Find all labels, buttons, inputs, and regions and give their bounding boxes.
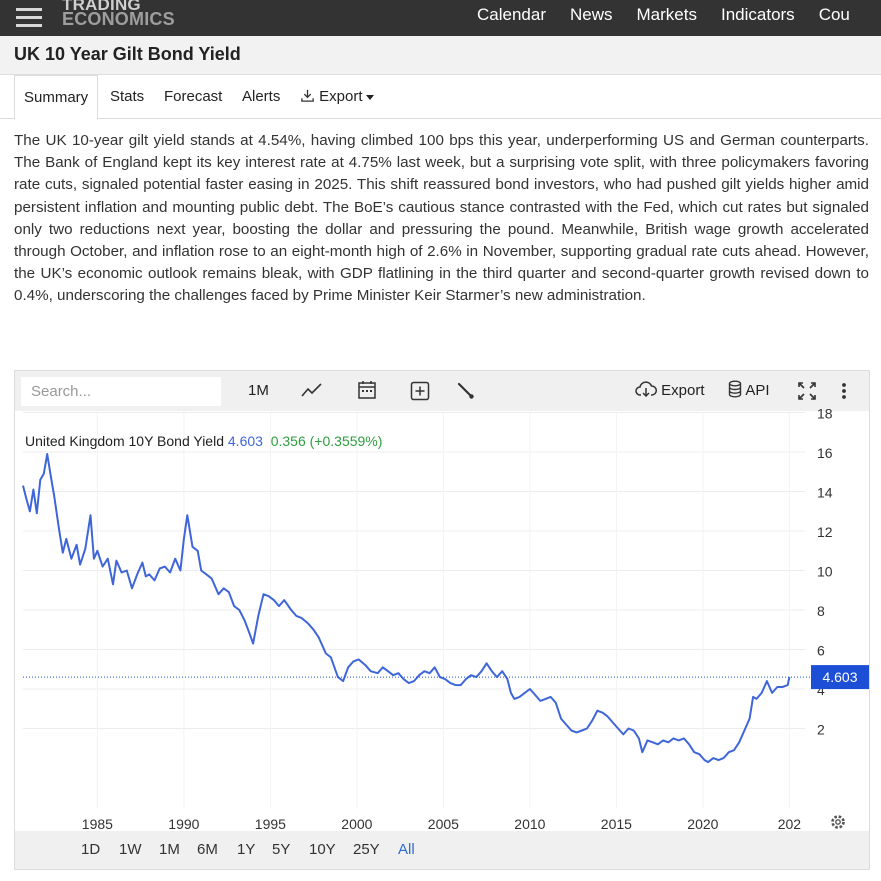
range-1m[interactable]: 1M	[159, 841, 180, 858]
range-1w[interactable]: 1W	[119, 841, 142, 858]
range-1d[interactable]: 1D	[81, 841, 101, 858]
search-input[interactable]	[21, 377, 221, 406]
range-6m[interactable]: 6M	[197, 841, 218, 858]
chevron-down-icon	[365, 94, 374, 100]
export-button-label: Export	[661, 382, 705, 399]
range-1y[interactable]: 1Y	[237, 841, 256, 858]
export-button[interactable]: Export	[635, 379, 705, 403]
range-10y[interactable]: 10Y	[309, 841, 336, 858]
y-tick-label: 18	[817, 406, 833, 422]
wrench-icon[interactable]	[456, 379, 476, 403]
interval-button[interactable]: 1M	[248, 382, 269, 399]
summary-paragraph: The UK 10-year gilt yield stands at 4.54…	[14, 132, 869, 305]
tab-export-label: Export	[319, 88, 363, 105]
legend-last-value: 4.603	[227, 433, 263, 449]
download-icon	[301, 89, 314, 102]
tab-export[interactable]: Export	[300, 75, 374, 119]
tab-stats[interactable]: Stats	[110, 88, 145, 105]
x-tick-label: 2000	[341, 816, 372, 831]
x-tick-label: 2010	[514, 816, 545, 831]
more-vertical-icon[interactable]	[840, 379, 848, 403]
tab-bar: Summary Stats Forecast Alerts Export	[0, 75, 881, 120]
y-tick-label: 10	[817, 564, 833, 580]
nav-link-news[interactable]: News	[570, 5, 613, 24]
last-value-label: 4.603	[822, 669, 857, 685]
last-value-tag	[811, 665, 869, 690]
tab-alerts[interactable]: Alerts	[242, 88, 281, 105]
fullscreen-icon[interactable]	[797, 379, 817, 403]
api-button-label: API	[745, 382, 770, 399]
nav-link-markets[interactable]: Markets	[636, 5, 697, 24]
nav-link-indicators[interactable]: Indicators	[720, 5, 795, 24]
logo-line-1: TRADING	[62, 0, 141, 14]
title-bar: UK 10 Year Gilt Bond Yield	[0, 36, 881, 75]
range-5y[interactable]: 5Y	[272, 841, 291, 858]
y-tick-label: 8	[817, 603, 825, 619]
logo-line-2: ECONOMICS	[62, 9, 175, 29]
page-title: UK 10 Year Gilt Bond Yield	[14, 44, 241, 64]
tab-summary[interactable]: Summary	[14, 75, 99, 120]
x-tick-label: 2005	[428, 816, 459, 831]
x-tick-label: 2015	[601, 816, 632, 831]
legend-change: 0.356 (+0.3559%)	[270, 433, 383, 449]
y-tick-label: 12	[817, 524, 833, 540]
y-tick-label: 6	[817, 643, 825, 659]
legend-series-name: United Kingdom 10Y Bond Yield	[25, 433, 224, 449]
chart-legend: United Kingdom 10Y Bond Yield 4.603 0.35…	[25, 433, 382, 449]
api-button[interactable]: API	[728, 379, 770, 403]
range-25y[interactable]: 25Y	[353, 841, 380, 858]
x-tick-label: 1990	[168, 816, 199, 831]
y-tick-label: 14	[817, 485, 833, 501]
x-tick-label: 1995	[255, 816, 286, 831]
nav-links: Calendar News Markets Indicators Cou	[477, 0, 874, 36]
nav-link-calendar[interactable]: Calendar	[477, 5, 546, 24]
cloud-download-icon	[635, 381, 657, 398]
y-tick-label: 2	[817, 722, 825, 738]
x-tick-label: 1985	[82, 816, 113, 831]
chart-widget: 1M Export API 2 4 6 8 10 12 14 16 18 1985 1990 1995…	[14, 370, 870, 870]
logo[interactable]: TRADING ECONOMICS	[62, 0, 175, 29]
x-tick-label: 202	[778, 816, 802, 831]
top-navigation: TRADING ECONOMICS Calendar News Markets Ind…	[0, 0, 881, 36]
line-chart[interactable]: 2 4 6 8 10 12 14 16 18 1985 1990 1995 2000 2005 2010 20…	[15, 371, 869, 831]
range-bar: 1D 1W 1M 6M 1Y 5Y 10Y 25Y All	[15, 831, 869, 869]
chart-toolbar: 1M Export API	[15, 371, 869, 411]
gear-icon[interactable]	[831, 815, 845, 829]
add-icon[interactable]	[410, 379, 430, 403]
calendar-icon[interactable]	[357, 379, 377, 403]
x-tick-label: 2020	[687, 816, 718, 831]
range-all[interactable]: All	[398, 841, 415, 858]
hamburger-icon[interactable]	[16, 7, 42, 29]
nav-link-countries[interactable]: Cou	[818, 5, 850, 24]
tab-forecast[interactable]: Forecast	[164, 88, 223, 105]
series-line	[22, 453, 791, 764]
y-tick-label: 4	[817, 682, 825, 698]
database-icon	[728, 380, 742, 398]
y-tick-label: 16	[817, 445, 833, 461]
line-chart-icon[interactable]	[301, 379, 323, 403]
